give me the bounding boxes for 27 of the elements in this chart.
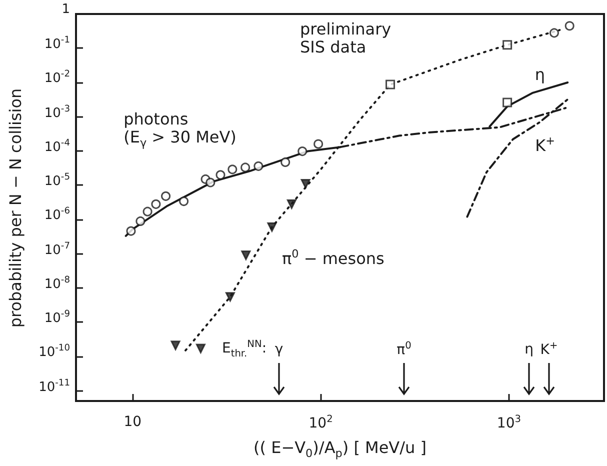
y-tick-label: 10$^{-5}$ [44, 172, 70, 190]
y-tick-label: 1 [62, 2, 70, 18]
y-tick-label: 10$^{-2}$ [44, 70, 70, 87]
annotation: K$^{+}$ [540, 340, 558, 359]
y-tick-label: 10$^{-7}$ [44, 241, 70, 258]
y-axis-title: probability per N − N collision [6, 88, 26, 328]
annotation: π$^{0}$ − mesons [282, 248, 384, 268]
annotation: E$_{thr.}$$^{NN}$: [222, 338, 267, 360]
x-axis-title: (( E−V$_{0}$)/A$_{p}$) [ MeV/u ] [254, 438, 426, 460]
y-tick-label: 10$^{-4}$ [44, 138, 70, 156]
x-tick-label: 10 [124, 414, 142, 430]
y-tick-label: 10$^{-10}$ [38, 344, 70, 361]
annotation: preliminary SIS data [300, 19, 392, 56]
annotation: K$^{+}$ [535, 134, 555, 155]
annotation: η [524, 341, 534, 358]
x-tick-label: 10$^{2}$ [308, 414, 333, 432]
annotation: π$^{0}$ [396, 340, 412, 359]
y-tick-label: 10$^{-3}$ [44, 104, 70, 122]
y-tick-label: 10$^{-9}$ [44, 310, 70, 326]
y-tick-label: 10$^{-6}$ [44, 207, 70, 224]
y-tick-label: 10$^{-1}$ [44, 36, 70, 53]
annotation: photons (E$_{γ}$ > 30 MeV) [124, 109, 236, 150]
annotation: γ [274, 341, 284, 358]
annotation: η [534, 65, 546, 84]
y-tick-label: 10$^{-8}$ [44, 276, 70, 292]
y-tick-label: 10$^{-11}$ [38, 378, 70, 395]
x-tick-label: 10$^{3}$ [496, 414, 521, 432]
